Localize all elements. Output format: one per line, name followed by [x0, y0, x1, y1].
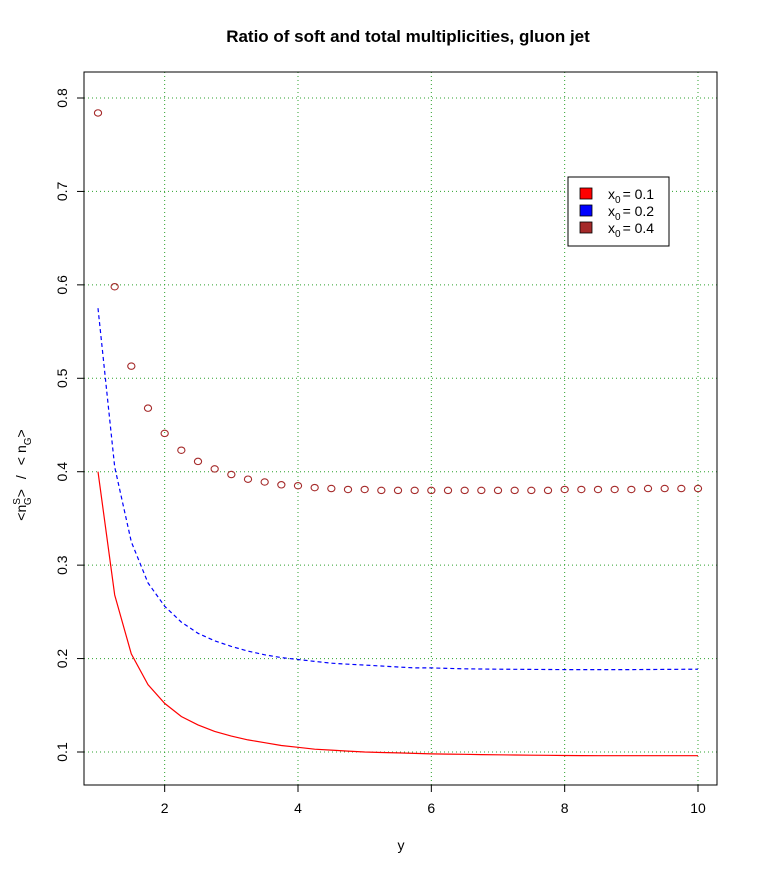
legend-label-1: x0 = 0.2 — [608, 203, 654, 223]
series-2-point-15 — [343, 485, 353, 494]
y-tick-label-6: 0.7 — [54, 181, 70, 201]
y-tick-label-0: 0.1 — [54, 742, 70, 762]
series-2-point-18 — [393, 486, 403, 495]
x-tick-label-0: 2 — [161, 800, 169, 816]
series-2-point-7 — [210, 465, 219, 473]
series-2-point-32 — [627, 485, 636, 494]
series-2 — [93, 109, 703, 495]
series-2-point-25 — [510, 486, 519, 495]
y-label-close2: > — [13, 429, 29, 437]
series-2-point-30 — [593, 485, 603, 494]
series-2-point-22 — [460, 486, 469, 495]
y-tick-label-7: 0.8 — [54, 88, 70, 108]
series-0-line — [97, 471, 698, 757]
series-2-point-3 — [143, 404, 153, 412]
series — [93, 109, 703, 757]
series-2-point-31 — [610, 485, 619, 494]
series-2-point-11 — [277, 481, 286, 489]
series-2-point-13 — [310, 483, 319, 492]
x-tick-label-3: 8 — [561, 800, 569, 816]
x-axis: 2 4 6 8 10 — [161, 785, 706, 816]
x-tick-label-4: 10 — [690, 800, 706, 816]
series-2-point-6 — [193, 457, 203, 466]
series-1-line — [97, 308, 699, 671]
y-label-n2: n — [13, 445, 29, 453]
series-2-point-1 — [110, 282, 119, 291]
series-2-point-36 — [693, 484, 703, 493]
y-label-open2: < — [13, 457, 29, 465]
series-2-point-26 — [527, 486, 536, 495]
series-2-point-29 — [577, 485, 586, 494]
series-2-point-4 — [160, 429, 169, 438]
series-2-point-23 — [477, 486, 486, 495]
series-2-point-14 — [327, 484, 336, 493]
y-tick-label-3: 0.4 — [54, 462, 70, 482]
series-2-point-9 — [243, 475, 253, 483]
legend-swatch-0 — [579, 187, 593, 200]
y-label-slash: / — [13, 475, 29, 479]
series-2-point-33 — [643, 484, 653, 493]
series-2-point-19 — [410, 486, 419, 495]
series-2-point-10 — [260, 478, 269, 486]
legend-swatch-1 — [579, 204, 593, 217]
y-tick-label-5: 0.6 — [54, 275, 70, 295]
x-axis-label: y — [398, 837, 405, 853]
series-1 — [97, 308, 699, 671]
y-label-n: n — [13, 505, 29, 513]
y-tick-label-2: 0.3 — [54, 555, 70, 575]
y-label-close: > — [13, 489, 29, 497]
y-label-open: < — [13, 513, 29, 521]
series-2-point-12 — [293, 481, 303, 490]
series-2-point-27 — [543, 486, 553, 495]
series-2-point-28 — [560, 485, 569, 494]
y-label-sup: S — [12, 498, 23, 505]
y-label-sub2: G — [23, 437, 34, 445]
series-2-point-2 — [127, 362, 136, 370]
y-tick-label-4: 0.5 — [54, 368, 70, 388]
svg-text:<nSG>/<nG>: <nSG>/<nG> — [12, 429, 34, 520]
legend-swatch-2 — [579, 221, 593, 234]
grid — [84, 72, 717, 785]
series-2-point-8 — [227, 470, 236, 479]
series-2-point-21 — [443, 486, 453, 495]
series-2-point-5 — [177, 446, 186, 454]
series-2-point-35 — [677, 484, 686, 493]
plot-frame — [83, 71, 718, 786]
series-2-point-24 — [493, 486, 503, 495]
series-2-point-34 — [660, 484, 669, 493]
x-tick-label-1: 4 — [294, 800, 302, 816]
series-2-point-20 — [427, 486, 436, 495]
series-0 — [97, 471, 698, 757]
series-2-point-0 — [93, 109, 103, 117]
series-2-point-16 — [360, 485, 369, 494]
legend-label-2: x0 = 0.4 — [608, 220, 654, 240]
y-axis: 0.1 0.2 0.3 0.4 0.5 0.6 0.7 0.8 — [54, 88, 84, 762]
y-label-sub: G — [23, 497, 34, 505]
x-tick-label-2: 6 — [427, 800, 435, 816]
legend: x0 = 0.1x0 = 0.2x0 = 0.4 — [567, 176, 670, 247]
y-tick-label-1: 0.2 — [54, 649, 70, 669]
legend-label-0: x0 = 0.1 — [608, 186, 654, 206]
y-axis-label: <nSG>/<nG> — [12, 429, 34, 520]
series-2-point-17 — [377, 486, 386, 495]
chart-title: Ratio of soft and total multiplicities, … — [226, 27, 590, 46]
